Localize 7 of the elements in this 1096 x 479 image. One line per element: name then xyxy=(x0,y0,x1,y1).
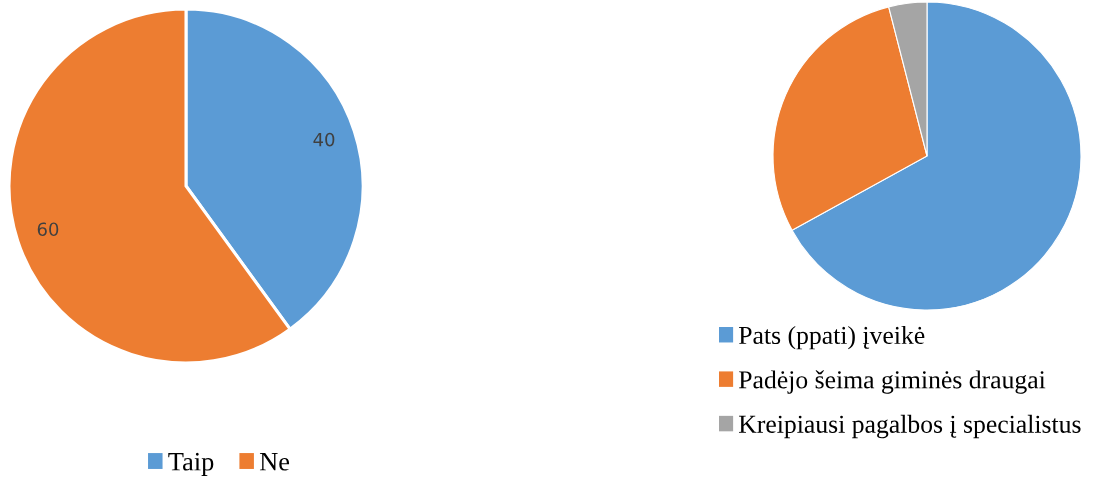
legend-label: Pats (ppati) įveikė xyxy=(739,325,925,350)
data-label: 60 xyxy=(37,222,59,237)
legend-label: Kreipiausi pagalbos į specialistus xyxy=(739,414,1081,439)
legend-label: Padėjo šeima giminės draugai xyxy=(739,370,1046,394)
data-label: 40 xyxy=(313,132,335,147)
legend-label: Ne xyxy=(259,453,290,471)
legend-label: Taip xyxy=(168,452,214,476)
